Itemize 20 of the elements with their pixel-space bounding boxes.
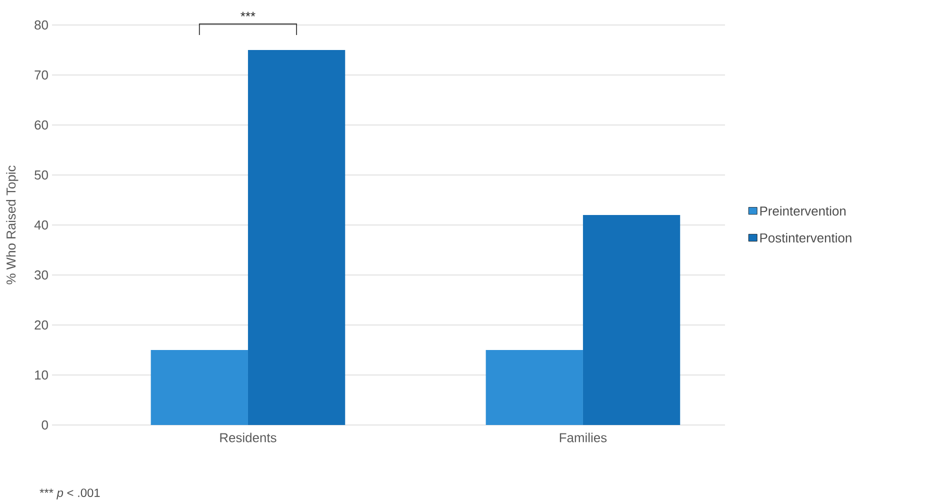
bar [150,350,248,425]
y-tick-label: 20 [34,320,48,330]
y-tick-label: 30 [34,270,48,280]
y-tick-label: 50 [34,170,48,180]
y-tick-label: 40 [34,220,48,230]
y-tick-label: 0 [42,420,48,430]
legend-label: Postintervention [760,232,852,242]
text: *** [240,12,256,16]
y-tick-label: 10 [35,370,48,380]
legend-label: Preintervention [760,206,846,216]
bar [486,350,583,425]
y-tick-label: 80 [34,20,48,30]
bar [248,50,346,425]
x-tick-label: Families [560,432,607,442]
x-tick-label: Residents [220,432,276,442]
y-tick-label: 70 [34,70,48,80]
bar [582,214,680,425]
y-axis-title: % Who Raised Topic [6,166,18,284]
text: *** p < .001 [40,488,100,500]
y-tick-label: 60 [34,120,48,130]
